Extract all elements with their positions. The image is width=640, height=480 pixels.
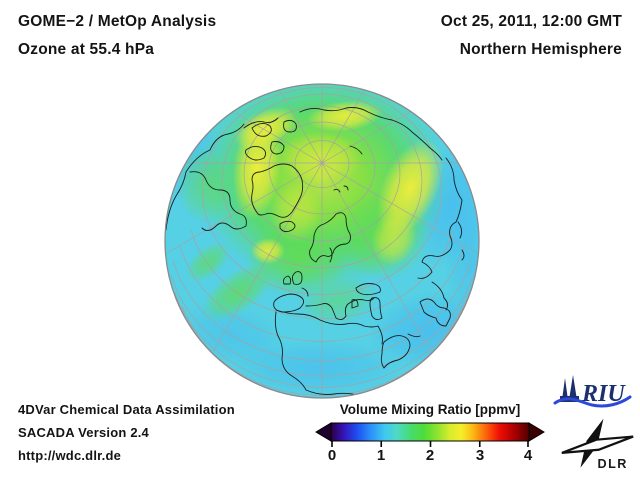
colorbar-left-arrow [315,422,332,442]
tick-label-1: 1 [376,447,386,464]
dlr-wordmark: DLR [598,457,628,470]
tick-label-0: 0 [327,447,337,464]
riu-logo: RIU [553,375,632,408]
credit-line-2: SACADA Version 2.4 [18,425,149,440]
colorbar-gradient-bar [330,422,530,442]
colorbar-right-arrow [528,422,545,442]
dlr-emblem-icon [561,418,634,468]
graticule [166,85,478,397]
tick-label-4: 4 [523,447,533,464]
globe-map [164,83,480,399]
globe-rim [164,83,480,399]
river-wave-icon [553,395,632,408]
page-title: GOME−2 / MetOp Analysis [18,13,217,30]
colorbar-tick-labels: 0 1 2 3 4 [315,447,545,465]
tick-label-3: 3 [475,447,485,464]
dlr-logo: DLR [561,418,634,470]
colorbar-title: Volume Mixing Ratio [ppmv] [339,402,521,417]
timestamp-label: Oct 25, 2011, 12:00 GMT [440,13,622,30]
credit-line-1: 4DVar Chemical Data Assimilation [18,402,235,417]
hemisphere-label: Northern Hemisphere [459,41,622,58]
tick-label-2: 2 [425,447,435,464]
credit-url: http://wdc.dlr.de [18,448,122,463]
colorbar-ticks [331,441,529,447]
page-subtitle: Ozone at 55.4 hPa [18,41,155,58]
colorbar [315,422,545,447]
